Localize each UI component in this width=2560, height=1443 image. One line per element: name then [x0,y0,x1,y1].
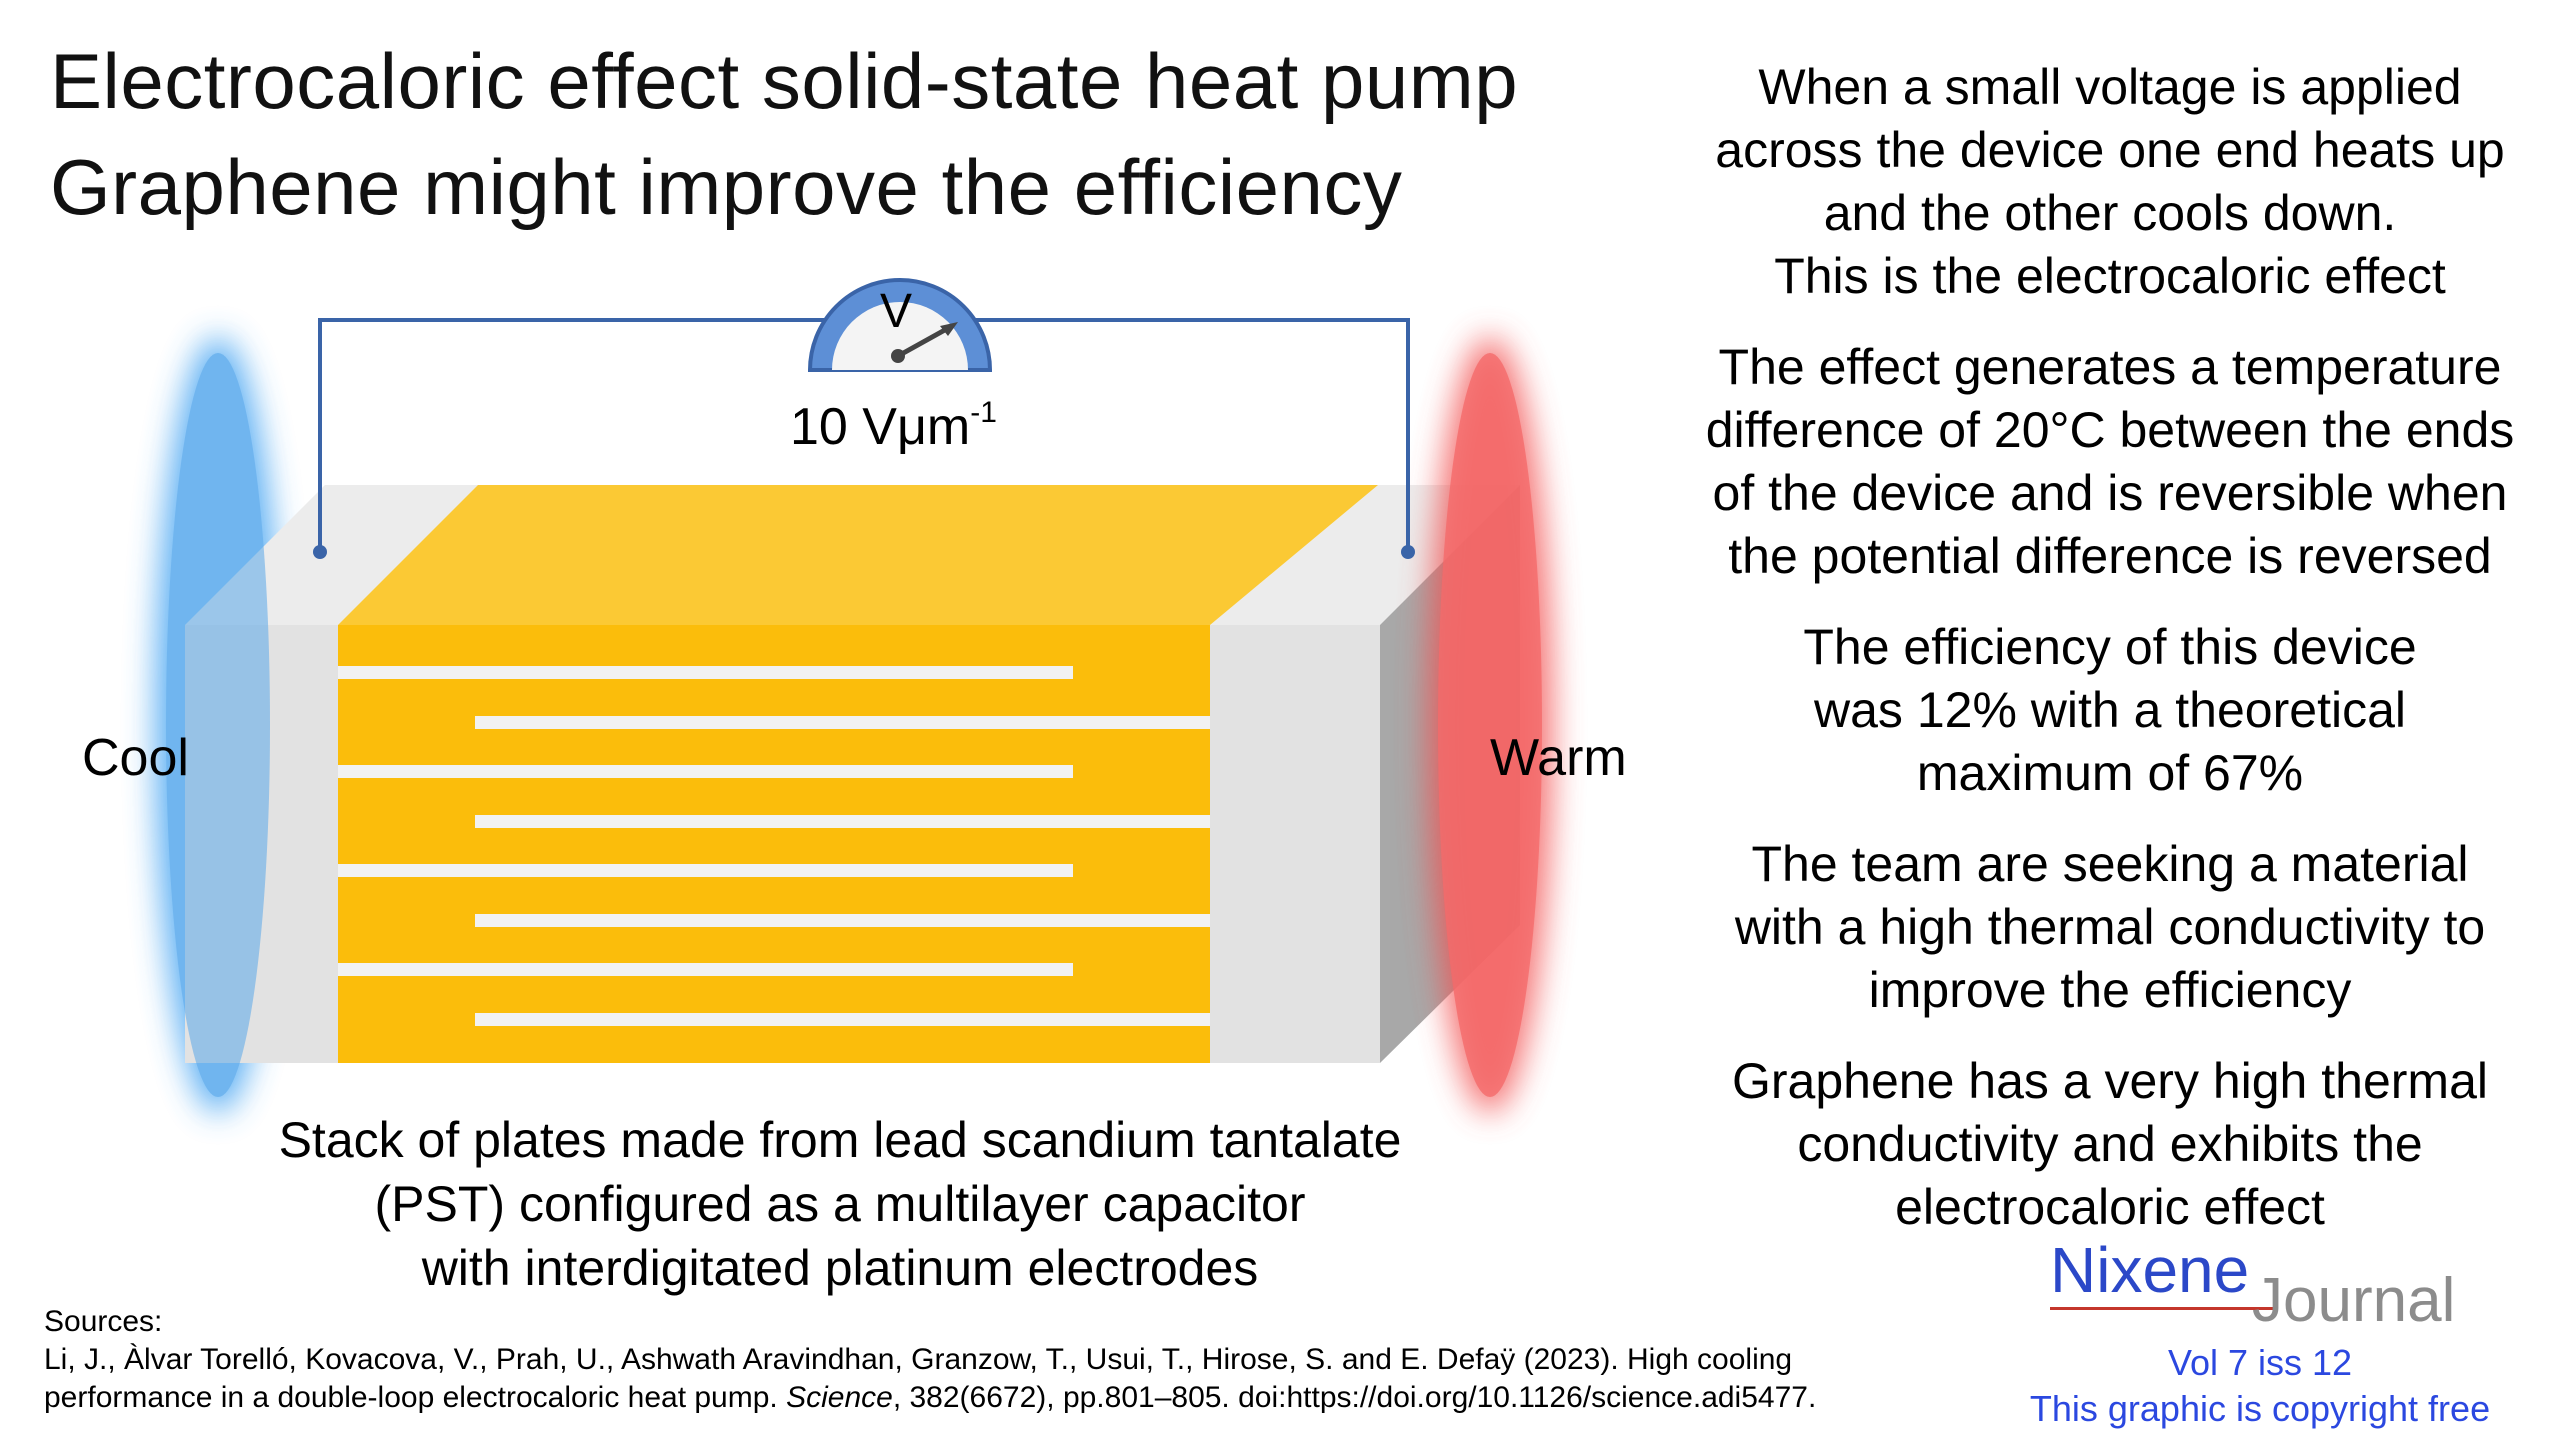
text-line: conductivity and exhibits the [1797,1116,2423,1172]
text-line: difference of 20°C between the ends [1705,402,2515,458]
citation-text: , 382(6672), pp.801–805. doi:https://doi… [892,1381,1817,1414]
volume-label: Vol 7 iss 12 [2167,1342,2353,1383]
field-strength-label: 10 Vμm-1 [790,396,997,457]
text-line: of the device and is reversible when [1712,465,2508,521]
text-line: with a high thermal conductivity to [1734,899,2486,955]
citation-text: performance in a double-loop electrocalo… [44,1381,787,1414]
text-line: The team are seeking a material [1751,836,2469,892]
voltmeter-icon [807,278,993,372]
text-line: The efficiency of this device [1803,619,2417,675]
electrode-plate [338,765,1073,778]
pst-front-face [338,625,1210,1063]
text-line: the potential difference is reversed [1728,528,2492,584]
warm-label: Warm [1490,729,1627,787]
explanation-column: When a small voltage is applied across t… [1660,56,2560,1267]
electrode-plate [475,815,1210,828]
text-line: and the other cools down. [1823,185,2397,241]
citation-line-1: Li, J., Àlvar Torelló, Kovacova, V., Pra… [44,1343,1793,1376]
field-exponent: -1 [970,396,997,429]
explanation-paragraph-2: The effect generates a temperature diffe… [1660,336,2560,588]
copyright-label: This graphic is copyright free [2029,1388,2491,1429]
electrode-plate [338,864,1073,877]
sources-block: Sources: Li, J., Àlvar Torelló, Kovacova… [44,1303,1816,1417]
text-line: Graphene has a very high thermal [1732,1053,2488,1109]
text-line: The effect generates a temperature [1718,339,2502,395]
text-line: was 12% with a theoretical [1814,682,2406,738]
electrode-plate [475,1013,1210,1026]
citation-journal: Science [786,1381,893,1414]
citation-line-2: performance in a double-loop electrocalo… [44,1379,1816,1417]
explanation-paragraph-4: The team are seeking a material with a h… [1660,833,2560,1022]
warm-ellipse [1438,353,1542,1097]
right-terminal [1401,545,1415,559]
pst-top-face [338,485,1378,625]
title-line-2: Graphene might improve the efficiency [50,143,1403,231]
caption-line: Stack of plates made from lead scandium … [278,1112,1402,1168]
caption-line: (PST) configured as a multilayer capacit… [374,1176,1306,1232]
sources-heading: Sources: [44,1305,163,1338]
cool-overlay [166,353,270,1097]
text-line: improve the efficiency [1868,962,2352,1018]
nixene-journal-logo: Nixene Journal [2040,1233,2480,1335]
text-line: maximum of 67% [1916,745,2304,801]
diagram-caption: Stack of plates made from lead scandium … [160,1108,1520,1300]
explanation-paragraph-5: Graphene has a very high thermal conduct… [1660,1050,2560,1239]
explanation-paragraph-3: The efficiency of this device was 12% wi… [1660,616,2560,805]
explanation-paragraph-1: When a small voltage is applied across t… [1660,56,2560,308]
electrode-plate [475,914,1210,927]
right-electrode [1210,625,1380,1063]
text-line: across the device one end heats up [1715,122,2505,178]
title-line-1: Electrocaloric effect solid-state heat p… [50,37,1519,125]
caption-line: with interdigitated platinum electrodes [421,1240,1259,1296]
field-value: 10 Vμm [790,398,971,456]
left-terminal [313,545,327,559]
text-line: This is the electrocaloric effect [1774,248,2446,304]
logo-name-sub: Journal [2252,1266,2456,1335]
voltmeter-label: V [880,285,913,338]
electrode-plate [475,716,1210,729]
cool-label: Cool [82,729,189,787]
logo-name-main: Nixene [2050,1234,2250,1306]
electrode-plate [338,666,1073,679]
text-line: When a small voltage is applied [1758,59,2462,115]
logo-underline [2050,1307,2276,1310]
issue-info: Vol 7 iss 12 This graphic is copyright f… [1980,1340,2540,1432]
text-line: electrocaloric effect [1895,1179,2325,1235]
electrode-plate [338,963,1073,976]
page-title: Electrocaloric effect solid-state heat p… [50,28,1518,240]
